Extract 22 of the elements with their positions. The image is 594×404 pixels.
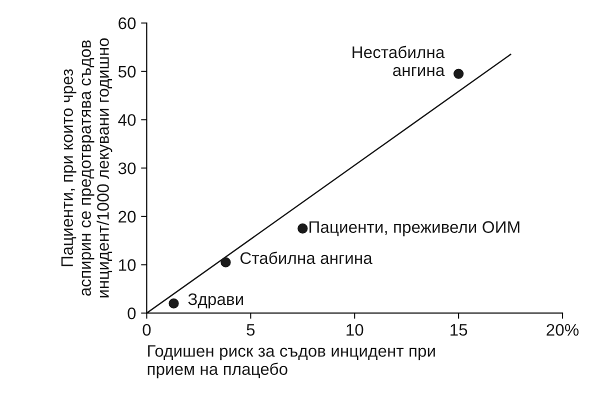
x-tick-label: 10 [346, 324, 364, 336]
point [220, 257, 231, 268]
point [168, 298, 179, 309]
y-tick-label: 50 [118, 66, 136, 78]
x-tick-label: 5 [246, 324, 255, 336]
point [453, 68, 464, 79]
x-axis-title: Годишен риск за съдов инцидент при прием на плацебо [148, 345, 435, 378]
y-tick-label: 20 [118, 210, 136, 223]
y-tick-label: 0 [128, 308, 136, 320]
annotation: Нестабилна ангина [352, 46, 445, 76]
annotation: Стабилна ангина [240, 252, 372, 264]
y-tick-label: 60 [118, 17, 136, 30]
x-tick-label: 0 [142, 324, 151, 336]
y-tick-label: 10 [119, 259, 136, 271]
y-tick-label: 30 [118, 162, 136, 174]
point [298, 223, 308, 234]
annotation: Пациенти, преживели ОИМ [310, 221, 520, 236]
y-axis-title: Пациенти, при които чрез аспирин се предотвратява съдов инцидент/1000 лекувани годишно [61, 38, 112, 298]
y-tick-label: 40 [118, 114, 136, 126]
annotation: Здрави [188, 293, 243, 308]
x-tick-label: 15 [450, 324, 468, 336]
x-tick-label: 20% [546, 324, 579, 336]
